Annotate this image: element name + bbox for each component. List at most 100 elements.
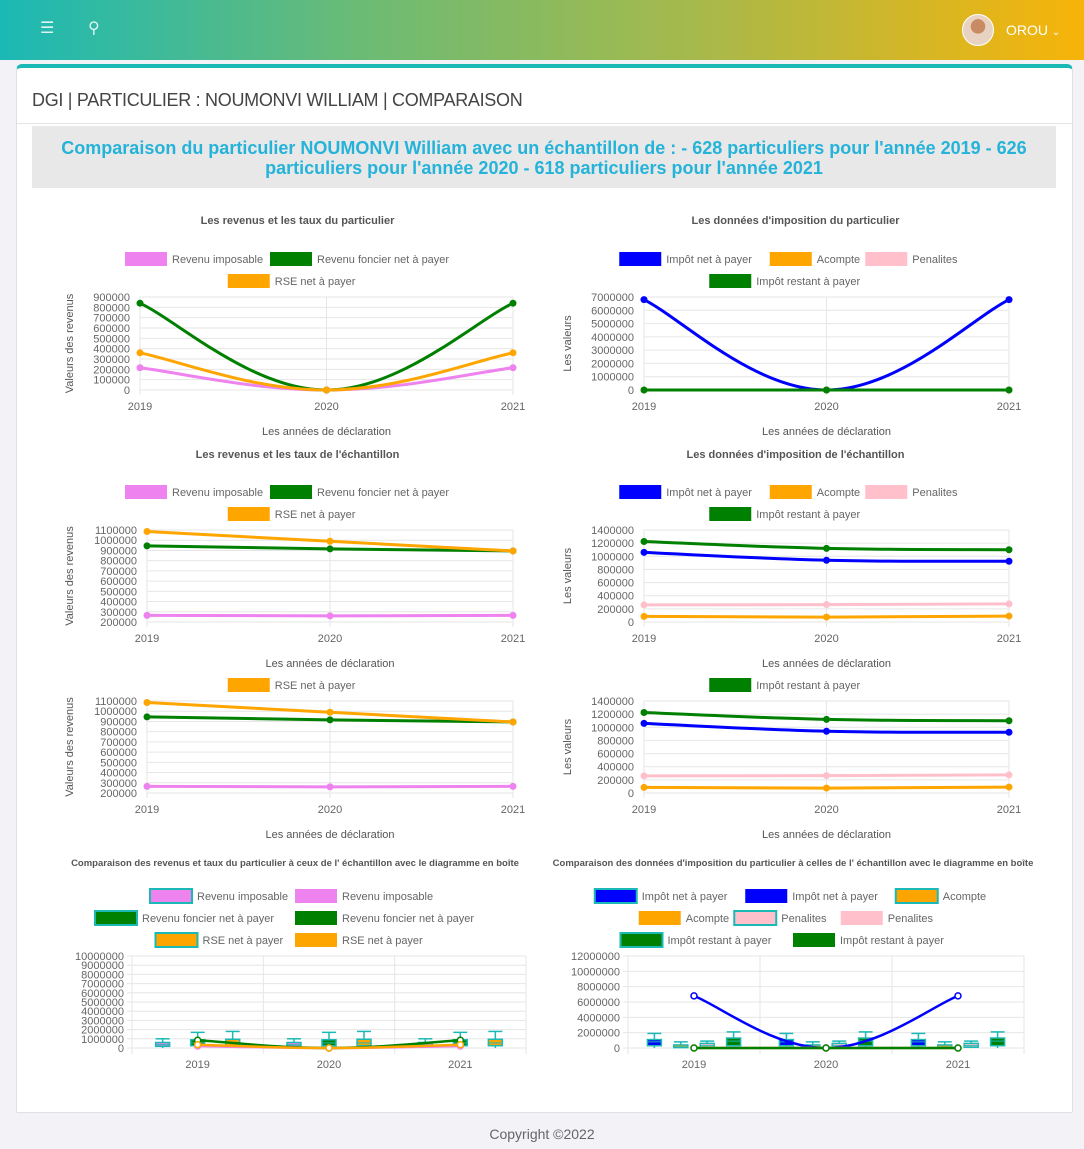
y-tick-label: 800000 [597,735,634,747]
legend-label: Penalites [888,913,934,925]
y-tick-label: 100000 [93,375,130,387]
legend-label: Acompte [943,891,986,903]
chart-svg: Impôt restant à payer 1400000120000010000… [562,678,1021,841]
data-point [136,364,144,372]
x-axis-label: Les années de déclaration [265,829,394,841]
legend-swatch [619,932,664,948]
data-point [640,386,648,394]
legend-label: Impôt net à payer [666,254,752,266]
data-point [640,719,648,727]
y-tick-label: 8000000 [577,982,620,994]
x-tick-label: 2020 [814,804,838,816]
y-tick-label: 1400000 [591,525,634,537]
legend-swatch [619,485,662,499]
data-point [1005,771,1013,779]
y-tick-label: 200000 [93,364,130,376]
legend-label: Revenu foncier net à payer [142,913,274,925]
data-point [509,299,517,307]
y-tick-label: 6000000 [81,988,124,1000]
chart-svg: RSE net à payer 1100000100000090000080000… [64,678,525,841]
avatar[interactable] [962,14,994,46]
data-point [640,548,648,556]
y-tick-label: 2000000 [81,1025,124,1037]
bars-icon[interactable]: ☰ [40,20,55,37]
chart-svg: Les revenus et les taux du particulier Re… [64,215,525,438]
legend-swatch [125,485,167,499]
legend-label: Revenu imposable [197,891,288,903]
data-point [640,772,648,780]
search-icon[interactable]: ⚲ [88,20,100,37]
data-point [823,727,830,735]
top-navbar: ☰ ⚲ OROU ⌄ [0,0,1084,60]
user-menu[interactable]: OROU ⌄ [1006,22,1060,38]
y-tick-label: 10000000 [75,951,124,963]
legend-label: Revenu imposable [172,254,263,266]
y-tick-label: 1100000 [95,525,137,537]
y-tick-label: 800000 [100,556,137,568]
x-tick-label: 2021 [501,401,525,413]
y-tick-label: 400000 [100,597,137,609]
y-axis-label: Les valeurs [562,547,574,604]
boxplot-revenus: Comparaison des revenus et taux du parti… [55,852,535,1077]
data-point [640,783,648,791]
data-point [1005,717,1013,725]
legend-swatch [619,252,662,266]
y-tick-label: 200000 [100,788,137,800]
data-point [954,992,962,1000]
data-point [509,349,517,357]
y-tick-label: 500000 [93,333,130,345]
legend-label: Impôt restant à payer [756,509,860,521]
legend-swatch [638,911,681,925]
data-point [690,992,698,1000]
data-point [823,613,830,621]
x-tick-label: 2021 [997,804,1021,816]
x-axis-label: Les années de déclaration [762,426,891,438]
banner [32,126,1056,188]
y-tick-label: 600000 [597,749,634,761]
legend-swatch [295,911,337,925]
data-point [640,296,648,304]
data-point [143,699,151,707]
legend-swatch [270,252,312,266]
y-tick-label: 1200000 [591,709,634,721]
y-tick-label: 7000000 [81,979,124,991]
y-tick-label: 2000000 [577,1028,620,1040]
chart-revenus-echantillon-2: RSE net à payer 1100000 1000000 900000 80000… [60,665,535,845]
data-point [954,1044,962,1052]
legend-swatch [840,911,883,925]
x-axis-label: Les années de déclaration [762,658,891,670]
data-point [143,542,151,550]
y-tick-label: 0 [628,385,634,397]
data-point [326,537,334,545]
data-point [326,545,334,553]
chart-revenus-echantillon: Les revenus et les taux de l'échantillon… [60,444,535,674]
data-point [822,1044,830,1052]
x-tick-label: 2020 [814,401,838,413]
legend-swatch [865,485,908,499]
data-point [640,612,648,620]
y-tick-label: 800000 [100,727,137,739]
legend-label: Revenu imposable [342,891,433,903]
chart-svg: Les revenus et les taux de l'échantillon… [64,449,525,670]
legend-label: Penalites [912,254,958,266]
y-tick-label: 800000 [597,564,634,576]
legend-swatch [769,485,812,499]
chart-svg: Comparaison des données d'imposition du … [553,858,1034,1071]
legend-label: Impôt net à payer [792,891,878,903]
y-tick-label: 400000 [93,344,130,356]
x-tick-label: 2020 [318,633,342,645]
y-tick-label: 0 [628,788,634,800]
x-tick-label: 2019 [682,1059,706,1071]
data-point [640,601,648,609]
y-tick-label: 7000000 [591,292,634,304]
x-axis-label: Les années de déclaration [265,658,394,670]
y-tick-label: 900000 [100,545,137,557]
x-tick-label: 2020 [317,1059,341,1071]
legend-label: Impôt net à payer [666,487,752,499]
y-tick-label: 6000000 [577,997,620,1009]
x-tick-label: 2021 [997,633,1021,645]
user-name[interactable]: OROU [1006,22,1048,38]
y-tick-label: 0 [118,1043,124,1055]
y-tick-label: 1400000 [591,696,634,708]
legend-label: Acompte [817,487,860,499]
